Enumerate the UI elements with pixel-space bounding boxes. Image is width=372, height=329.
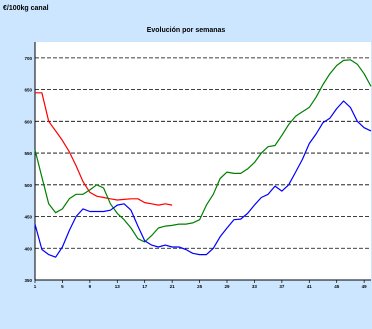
unit-label: €/100kg canal [3,5,49,12]
plot-area [35,42,371,280]
y-tick-label-550: 550 [24,151,32,156]
x-tick-label-1: 1 [34,284,37,289]
x-tick-label-13: 13 [115,284,121,289]
y-tick-label-650: 650 [24,88,32,93]
x-tick-label-29: 29 [224,284,230,289]
x-tick-label-25: 25 [197,284,203,289]
x-tick-label-37: 37 [279,284,285,289]
series-line-3 [34,100,372,258]
x-tick-label-45: 45 [334,284,340,289]
x-tick-label-41: 41 [307,284,313,289]
chart-title: Evolución por semanas [146,27,226,34]
x-tick-label-17: 17 [142,284,148,289]
y-tick-label-600: 600 [24,119,32,124]
y-tick-label-400: 400 [24,246,32,251]
y-tick-label-500: 500 [24,183,32,188]
series-line-2 [34,59,372,243]
y-tick-label-450: 450 [24,215,32,220]
x-tick-label-33: 33 [252,284,258,289]
series-line-1 [35,92,173,206]
y-tick-label-700: 700 [24,56,32,61]
x-tick-label-49: 49 [362,284,368,289]
x-tick-label-5: 5 [61,284,64,289]
x-tick-label-9: 9 [89,284,92,289]
x-tick-label-21: 21 [170,284,176,289]
y-tick-label-350: 350 [24,278,32,283]
